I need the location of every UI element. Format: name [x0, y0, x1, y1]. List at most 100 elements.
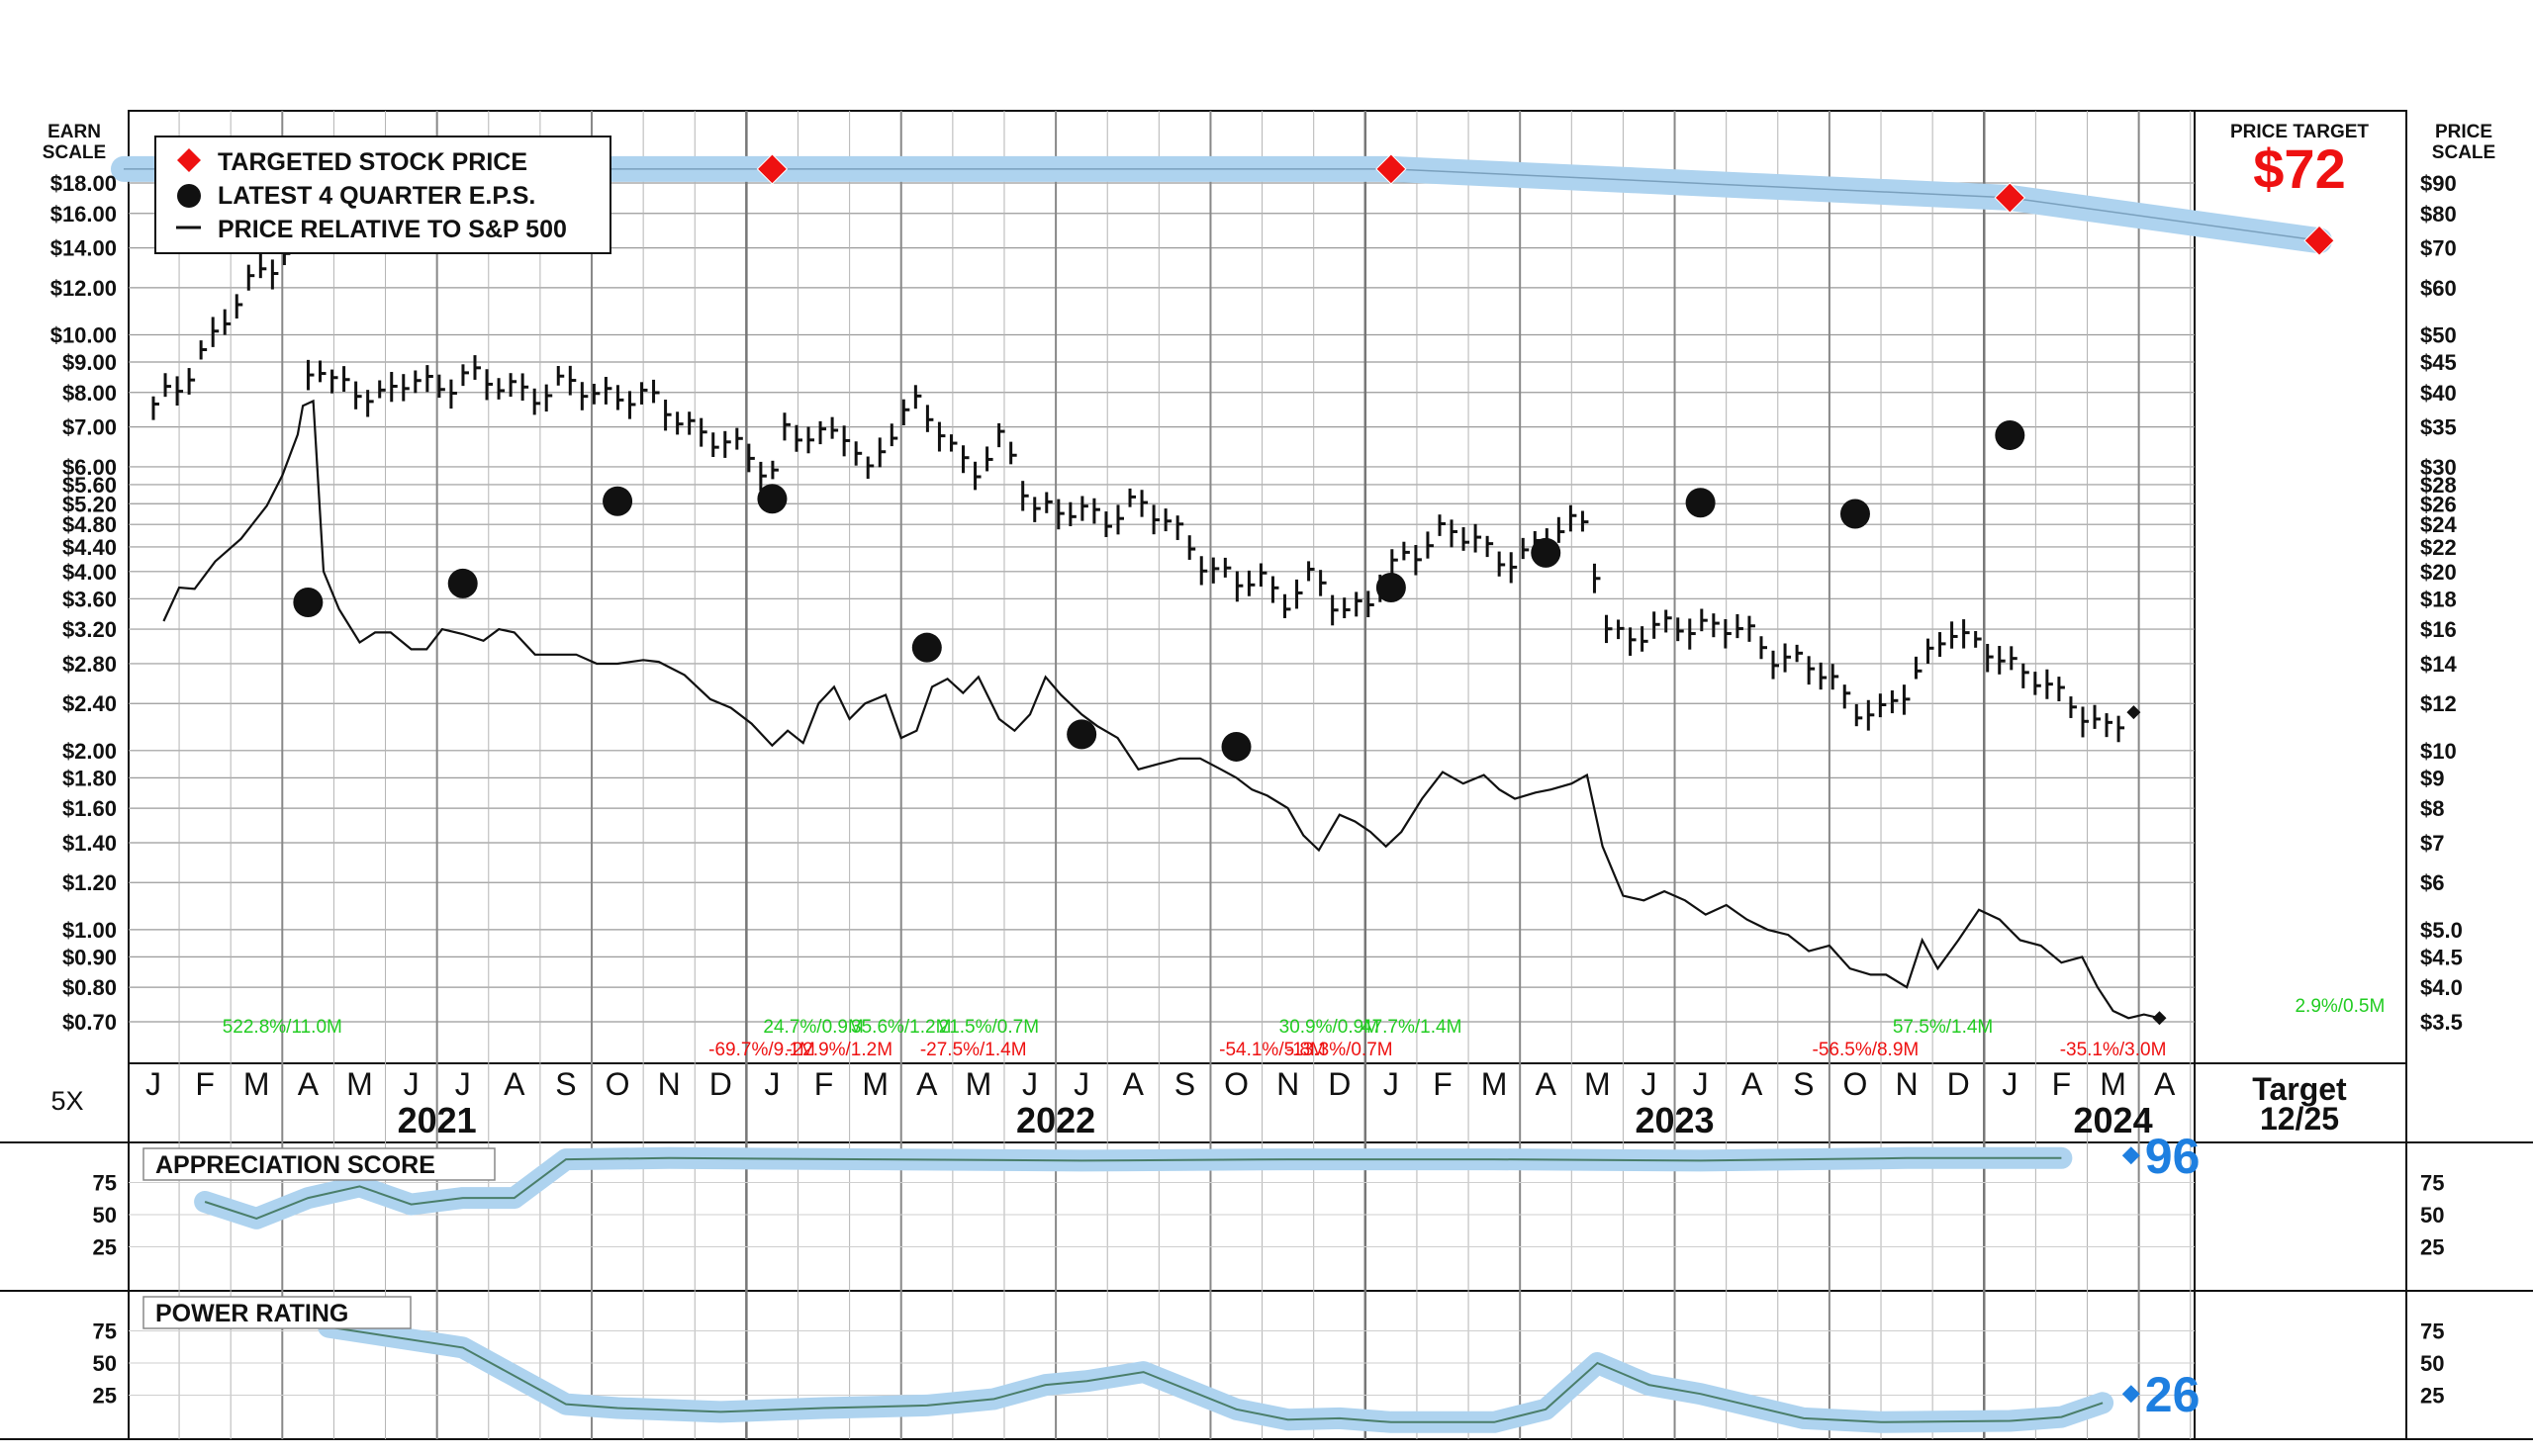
month-label: J	[2002, 1066, 2017, 1102]
price-target-value: $72	[2253, 137, 2345, 200]
eps-dot	[1221, 731, 1252, 762]
month-label: J	[1641, 1066, 1656, 1102]
earn-tick-label: $2.40	[62, 691, 117, 716]
target-date: 12/25	[2260, 1101, 2339, 1137]
price-target-label: PRICE TARGET	[2230, 122, 2369, 142]
month-label: N	[658, 1066, 681, 1102]
price-tick-label: $4.5	[2420, 945, 2463, 969]
earn-tick-label: $1.60	[62, 796, 117, 821]
price-tick-label: $60	[2420, 276, 2457, 301]
month-label: S	[1793, 1066, 1814, 1102]
eps-dot	[1839, 499, 1870, 529]
month-label: J	[145, 1066, 161, 1102]
month-label: N	[1276, 1066, 1299, 1102]
relative-end-marker	[2152, 1011, 2167, 1026]
last-price-marker	[2126, 705, 2141, 720]
eps-dot	[1067, 719, 1097, 750]
appreciation-tick-right: 50	[2420, 1203, 2444, 1228]
earn-tick-label: $1.00	[62, 918, 117, 943]
month-label: D	[709, 1066, 732, 1102]
price-tick-label: $70	[2420, 236, 2457, 261]
price-tick-label: $4.0	[2420, 975, 2463, 1000]
legend-dot-icon	[177, 184, 201, 208]
legend: TARGETED STOCK PRICE LATEST 4 QUARTER E.…	[154, 136, 611, 254]
month-label: M	[966, 1066, 992, 1102]
eps-dot	[447, 568, 478, 598]
power-tick-left: 25	[93, 1384, 117, 1409]
earn-tick-label: $0.70	[62, 1010, 117, 1035]
legend-eps-label: LATEST 4 QUARTER E.P.S.	[218, 182, 535, 210]
price-tick-label: $7	[2420, 831, 2444, 856]
price-tick-label: $24	[2420, 512, 2457, 537]
appreciation-line	[204, 1156, 2062, 1220]
earn-tick-label: $18.00	[50, 171, 117, 196]
price-scale-label: PRICE	[2435, 122, 2492, 142]
appreciation-tick-right: 25	[2420, 1235, 2444, 1260]
price-tick-label: $45	[2420, 350, 2457, 375]
volume-annotation: 2.9%/0.5M	[2295, 996, 2385, 1017]
volume-annotation: -27.5%/1.4M	[920, 1040, 1027, 1060]
score-panels: 75 75 50 50 25 25 APPRECIATION SCORE 96 75 75 50 50…	[93, 1129, 2444, 1433]
appreciation-tick-left: 50	[93, 1203, 117, 1228]
price-tick-label: $22	[2420, 535, 2457, 560]
price-tick-label: $28	[2420, 473, 2457, 498]
earn-tick-label: $4.00	[62, 560, 117, 585]
earn-tick-label: $4.40	[62, 535, 117, 560]
appreciation-title: APPRECIATION SCORE	[155, 1151, 435, 1179]
month-label: M	[243, 1066, 270, 1102]
volume-annotation: -56.5%/8.9M	[1813, 1040, 1920, 1060]
appreciation-tick-right: 75	[2420, 1171, 2444, 1196]
month-label: A	[2154, 1066, 2176, 1102]
earn-tick-label: $5.20	[62, 492, 117, 516]
month-label: A	[916, 1066, 938, 1102]
price-tick-label: $40	[2420, 381, 2457, 406]
earn-tick-label: $8.00	[62, 381, 117, 406]
eps-dot	[1685, 488, 1716, 518]
price-tick-label: $8	[2420, 796, 2444, 821]
relative-strength-line	[162, 399, 2160, 1020]
volume-annotation: -35.1%/3.0M	[2060, 1040, 2167, 1060]
price-tick-label: $6	[2420, 870, 2444, 895]
month-label: A	[1123, 1066, 1145, 1102]
price-tick-label: $26	[2420, 492, 2457, 516]
volume-annotation: 35.6%/1.2M	[851, 1017, 951, 1038]
earn-tick-label: $12.00	[50, 276, 117, 301]
price-tick-label: $50	[2420, 323, 2457, 348]
month-label: M	[1584, 1066, 1611, 1102]
month-label: O	[1224, 1066, 1249, 1102]
eps-dot	[1531, 537, 1561, 568]
earn-tick-label: $6.00	[62, 455, 117, 480]
volume-annotation: -22.9%/1.2M	[786, 1040, 892, 1060]
month-label: D	[1328, 1066, 1351, 1102]
year-label: 2023	[1635, 1100, 1714, 1140]
power-title: POWER RATING	[155, 1300, 348, 1327]
price-tick-label: $90	[2420, 171, 2457, 196]
earn-tick-label: $1.80	[62, 766, 117, 790]
legend-relative-label: PRICE RELATIVE TO S&P 500	[218, 216, 567, 243]
price-tick-label: $80	[2420, 202, 2457, 227]
price-tick-label: $18	[2420, 587, 2457, 611]
price-tick-label: $12	[2420, 691, 2457, 716]
earn-tick-label: $7.00	[62, 415, 117, 440]
earn-tick-label: $5.60	[62, 473, 117, 498]
month-label: J	[764, 1066, 780, 1102]
month-label: F	[195, 1066, 215, 1102]
price-tick-label: $9	[2420, 766, 2444, 790]
power-line	[328, 1325, 2104, 1423]
price-tick-label: $14	[2420, 652, 2457, 677]
appreciation-tick-left: 75	[93, 1171, 117, 1196]
volume-annotation: -54.1%/5.8M	[1219, 1040, 1326, 1060]
price-tick-label: $5.0	[2420, 918, 2463, 943]
target-diamond	[2303, 225, 2335, 256]
appreciation-current-value: 96	[2145, 1129, 2201, 1184]
year-label: 2024	[2074, 1100, 2153, 1140]
earn-tick-label: $4.80	[62, 512, 117, 537]
price-tick-label: $35	[2420, 415, 2457, 440]
month-label: M	[2100, 1066, 2126, 1102]
eps-dot	[1375, 572, 1406, 602]
axes: $18.00 $16.00 $14.00 $12.00 $10.00$9.00 $8.00…	[50, 171, 2463, 1140]
power-tick-right: 75	[2420, 1320, 2444, 1344]
price-tick-label: $30	[2420, 455, 2457, 480]
main-plot-frame	[128, 110, 2407, 1064]
